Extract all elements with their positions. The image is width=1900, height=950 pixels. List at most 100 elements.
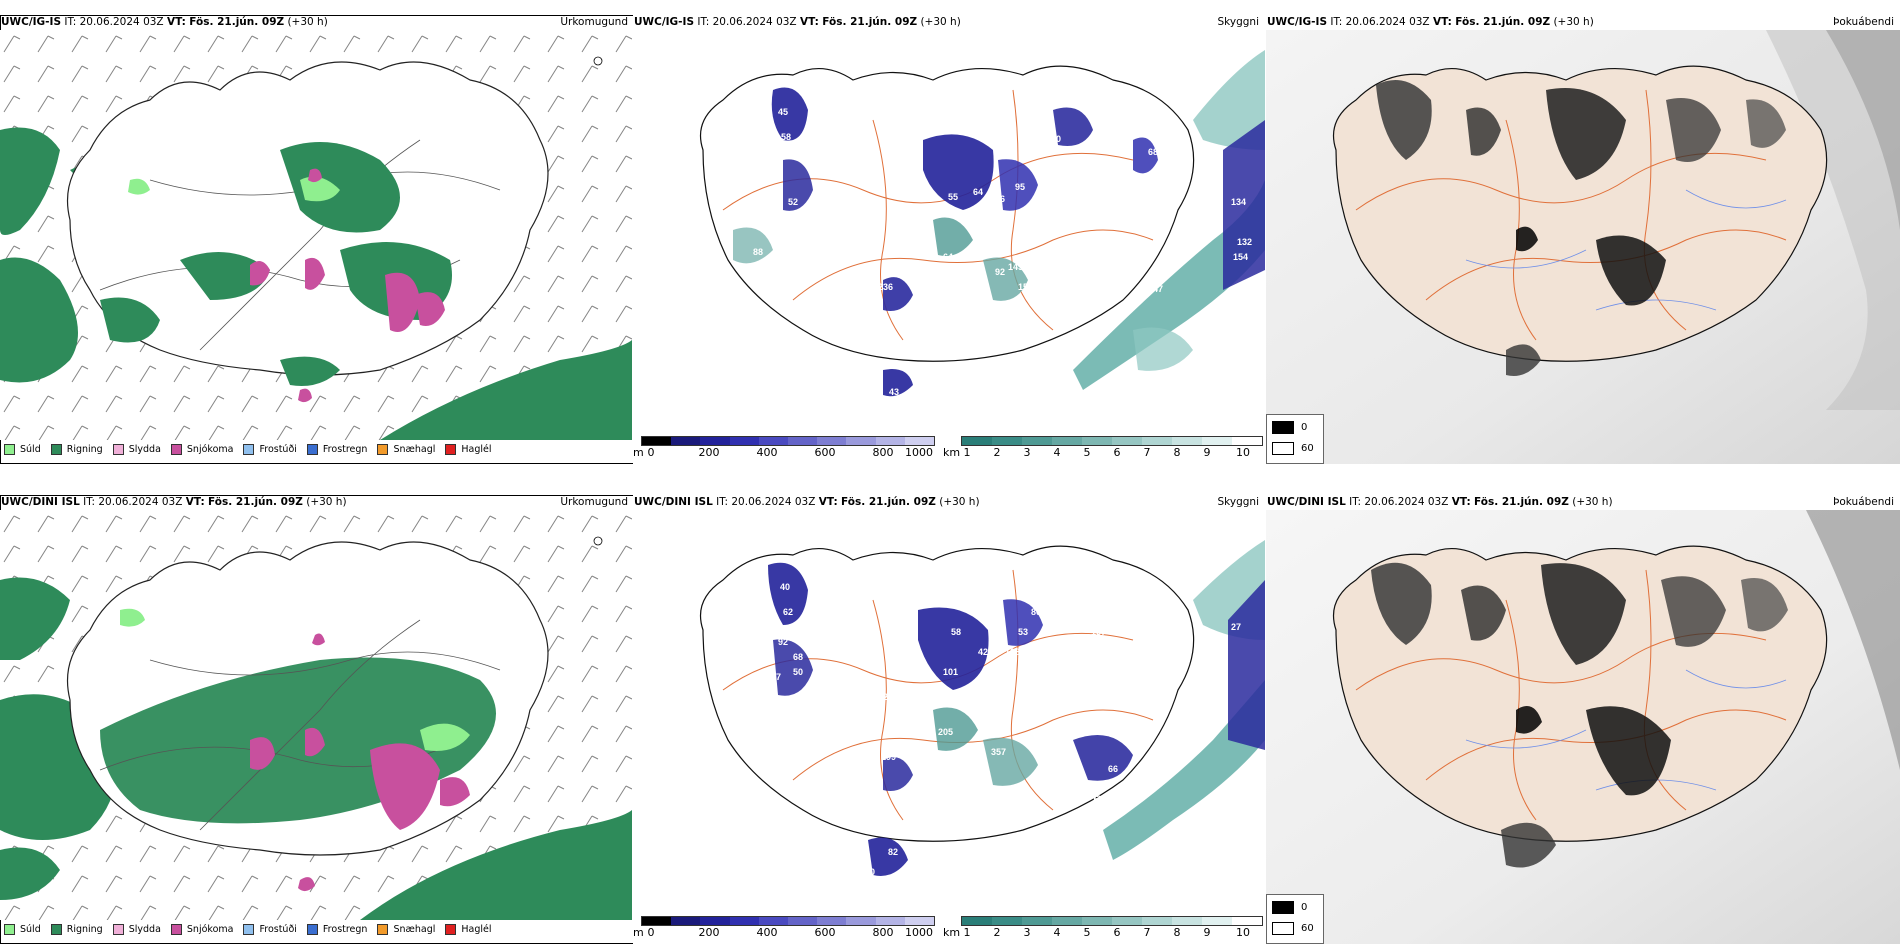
svg-text:154: 154 <box>1233 252 1248 262</box>
svg-text:78: 78 <box>763 207 773 217</box>
svg-text:62: 62 <box>783 607 793 617</box>
svg-text:113: 113 <box>978 677 993 687</box>
legend-item: Rigning <box>50 924 103 935</box>
svg-text:58: 58 <box>951 627 961 637</box>
cloud-map-svg-2 <box>1266 510 1900 944</box>
swatch <box>306 444 318 455</box>
visibility-unit: km <box>943 446 961 459</box>
svg-text:91: 91 <box>1113 612 1123 622</box>
model-name: UWC/IG-IS <box>1 16 62 28</box>
panel-title: Þokuábendi <box>1833 16 1894 28</box>
svg-text:205: 205 <box>938 727 953 737</box>
ceiling-colorbar-ramp <box>641 436 935 446</box>
ceiling-map-svg-1: 45 58 61 52 78 47 88 96 69 16 236 85 64 … <box>633 30 1265 440</box>
svg-text:153: 153 <box>1018 282 1033 292</box>
legend-item: Haglél <box>445 444 492 455</box>
swatch <box>1272 901 1294 914</box>
svg-text:65: 65 <box>1018 222 1028 232</box>
swatch <box>445 924 457 935</box>
legend-item: Snæhagl <box>377 444 435 455</box>
ceiling-labels: 40 62 59 69 92 68 50 67 45 84 101 58 113… <box>758 582 1241 897</box>
svg-text:145: 145 <box>1008 262 1023 272</box>
svg-text:67: 67 <box>771 672 781 682</box>
svg-text:47: 47 <box>828 232 838 242</box>
svg-text:92: 92 <box>778 637 788 647</box>
cloud-legend: 0 60 <box>1266 414 1324 464</box>
svg-text:47: 47 <box>1153 284 1163 294</box>
swatch <box>1272 442 1294 455</box>
ceiling-colorbar: m 0 200 400 600 800 1000 <box>633 436 935 464</box>
svg-text:59: 59 <box>805 612 815 622</box>
svg-text:61: 61 <box>803 137 813 147</box>
svg-text:45: 45 <box>778 107 788 117</box>
panel-header: UWC/IG-IS IT: 20.06.2024 03Z VT: Fös. 21… <box>1 14 632 30</box>
cloud-legend-row: 0 <box>1272 421 1307 434</box>
svg-text:96: 96 <box>728 147 738 157</box>
svg-text:40: 40 <box>780 582 790 592</box>
swatch <box>170 444 182 455</box>
svg-text:50: 50 <box>793 667 803 677</box>
ceiling-panel-row1: UWC/IG-IS IT: 20.06.2024 03Z VT: Fös. 21… <box>633 14 1265 464</box>
model-name: UWC/DINI ISL <box>634 496 713 508</box>
svg-text:86: 86 <box>1031 607 1041 617</box>
swatch <box>50 924 62 935</box>
svg-text:68: 68 <box>793 652 803 662</box>
panel-header: UWC/IG-IS IT: 20.06.2024 03Z VT: Fös. 21… <box>1267 14 1898 30</box>
svg-text:132: 132 <box>1033 650 1048 660</box>
svg-text:27: 27 <box>1231 622 1241 632</box>
precip-map-svg <box>0 30 632 440</box>
svg-text:44: 44 <box>1123 777 1133 787</box>
precip-map <box>0 510 632 920</box>
precip-map <box>0 30 632 440</box>
svg-text:83: 83 <box>1095 142 1105 152</box>
ceiling-unit: m <box>633 446 644 459</box>
svg-text:236: 236 <box>878 282 893 292</box>
precip-legend: Súld Rigning Slydda Snjókoma Frostúði Fr… <box>4 924 492 935</box>
ceiling-labels: 45 58 61 52 78 47 88 96 69 16 236 85 64 … <box>728 107 1252 397</box>
precip-legend: Súld Rigning Slydda Snjókoma Frostúði Fr… <box>4 444 492 455</box>
legend-item: Rigning <box>50 444 103 455</box>
swatch <box>377 444 389 455</box>
svg-text:134: 134 <box>1231 197 1246 207</box>
ceiling-colorbar: m 0 200 400 600 800 1000 <box>633 916 935 944</box>
svg-text:84: 84 <box>883 637 893 647</box>
svg-text:58: 58 <box>781 132 791 142</box>
svg-text:84: 84 <box>1038 232 1048 242</box>
svg-text:16: 16 <box>848 207 858 217</box>
visibility-colorbar: km 1 2 3 4 5 6 7 8 9 10 <box>943 916 1263 944</box>
svg-text:69: 69 <box>758 622 768 632</box>
svg-text:108: 108 <box>1005 647 1020 657</box>
svg-text:78: 78 <box>973 222 983 232</box>
svg-text:167: 167 <box>1091 627 1106 637</box>
visibility-colorbar-ramp <box>961 436 1263 446</box>
ceiling-colorbar-ramp <box>641 916 935 926</box>
legend-item: Snæhagl <box>377 924 435 935</box>
model-name: UWC/IG-IS <box>634 16 695 28</box>
swatch <box>4 924 15 935</box>
svg-text:96: 96 <box>1045 607 1055 617</box>
precip-map-svg <box>0 510 632 920</box>
svg-text:45: 45 <box>828 707 838 717</box>
panel-title: Skyggni <box>1217 496 1260 508</box>
cloud-map-svg-1 <box>1266 30 1900 464</box>
swatch <box>50 444 62 455</box>
legend-item: Frostúði <box>243 444 297 455</box>
swatch <box>112 444 124 455</box>
panel-title: Skyggni <box>1217 16 1260 28</box>
panel-title: Úrkomugund <box>560 16 628 28</box>
svg-text:55: 55 <box>948 192 958 202</box>
panel-title: Úrkomugund <box>560 496 628 508</box>
svg-text:95: 95 <box>1015 182 1025 192</box>
cloud-legend-row: 60 <box>1272 922 1314 935</box>
svg-text:68: 68 <box>1148 147 1158 157</box>
cloud-panel-row2: UWC/DINI ISL IT: 20.06.2024 03Z VT: Fös.… <box>1266 494 1900 944</box>
svg-text:238: 238 <box>1053 317 1068 327</box>
panel-title: Þokuábendi <box>1833 496 1894 508</box>
swatch <box>306 924 318 935</box>
svg-text:274: 274 <box>961 757 976 767</box>
ceiling-map-svg-2: 40 62 59 69 92 68 50 67 45 84 101 58 113… <box>633 510 1265 920</box>
svg-text:53: 53 <box>1018 627 1028 637</box>
swatch <box>243 924 255 935</box>
svg-text:64: 64 <box>943 252 953 262</box>
swatch <box>4 444 15 455</box>
